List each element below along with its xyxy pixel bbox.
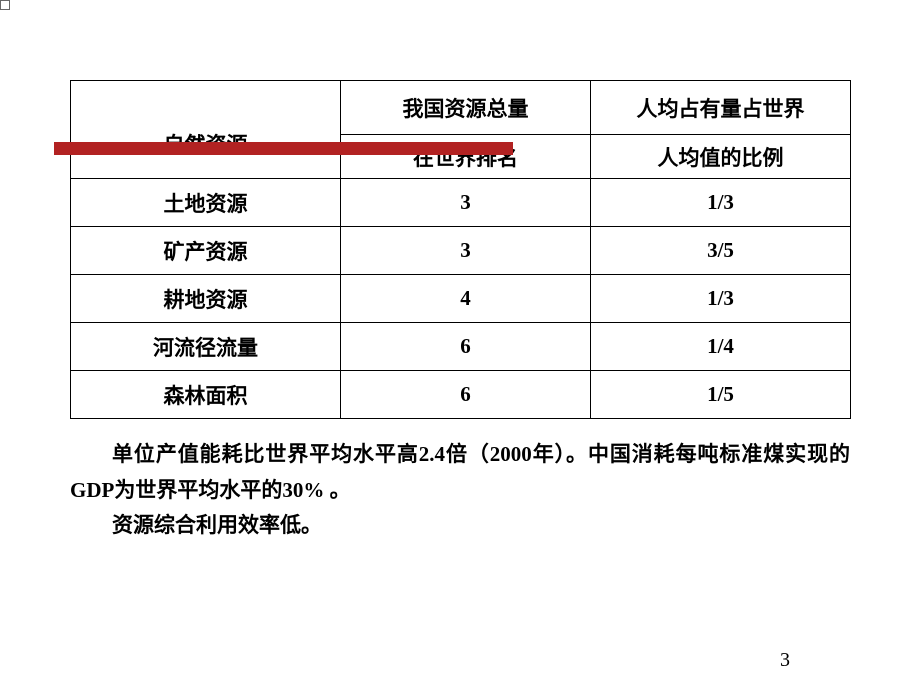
table-row: 河流径流量 6 1/4 (71, 323, 851, 371)
page-number: 3 (780, 649, 790, 672)
resource-name: 森林面积 (71, 371, 341, 419)
paragraph-block: 单位产值能耗比世界平均水平高2.4倍（2000年）。中国消耗每吨标准煤实现的GD… (70, 437, 850, 544)
table-header-row-1: 自然资源 我国资源总量 人均占有量占世界 (71, 81, 851, 135)
resource-table: 自然资源 我国资源总量 人均占有量占世界 在世界排名 人均值的比例 土地资源 3… (70, 80, 851, 419)
paragraph-2: 资源综合利用效率低。 (70, 508, 850, 544)
table-header-resource: 自然资源 (71, 81, 341, 179)
resource-name: 河流径流量 (71, 323, 341, 371)
resource-rank: 3 (341, 179, 591, 227)
table-header-percapita-bottom: 人均值的比例 (591, 135, 851, 179)
table-row: 森林面积 6 1/5 (71, 371, 851, 419)
resource-ratio: 3/5 (591, 227, 851, 275)
resource-rank: 6 (341, 323, 591, 371)
resource-rank: 6 (341, 371, 591, 419)
resource-name: 耕地资源 (71, 275, 341, 323)
resource-ratio: 1/4 (591, 323, 851, 371)
slide-container: 自然资源 我国资源总量 人均占有量占世界 在世界排名 人均值的比例 土地资源 3… (0, 0, 920, 690)
table-row: 耕地资源 4 1/3 (71, 275, 851, 323)
resource-rank: 3 (341, 227, 591, 275)
table-body: 土地资源 3 1/3 矿产资源 3 3/5 耕地资源 4 1/3 河流径流量 6… (71, 179, 851, 419)
resource-name: 土地资源 (71, 179, 341, 227)
resource-ratio: 1/3 (591, 275, 851, 323)
table-row: 土地资源 3 1/3 (71, 179, 851, 227)
red-accent-bar (54, 142, 513, 155)
resource-ratio: 1/3 (591, 179, 851, 227)
resource-rank: 4 (341, 275, 591, 323)
paragraph-1: 单位产值能耗比世界平均水平高2.4倍（2000年）。中国消耗每吨标准煤实现的GD… (70, 437, 850, 508)
resource-ratio: 1/5 (591, 371, 851, 419)
table-header-total-top: 我国资源总量 (341, 81, 591, 135)
resource-name: 矿产资源 (71, 227, 341, 275)
table-row: 矿产资源 3 3/5 (71, 227, 851, 275)
table-header-percapita-top: 人均占有量占世界 (591, 81, 851, 135)
